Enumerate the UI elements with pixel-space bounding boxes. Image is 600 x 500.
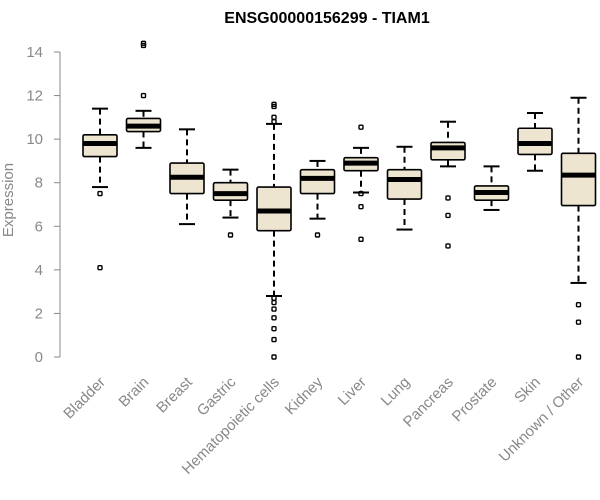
outlier-point (314, 232, 321, 238)
outlier-point (445, 243, 451, 249)
outlier-point (575, 302, 582, 308)
iqr-box (299, 168, 336, 195)
outlier-point (358, 190, 364, 197)
x-tick-label: Skin (511, 374, 544, 407)
outlier-point (271, 306, 277, 312)
box-gastric (212, 168, 249, 238)
outlier-point (97, 190, 103, 197)
y-tick-label: 4 (35, 262, 43, 279)
outlier-point (227, 232, 234, 238)
outlier-point (140, 40, 147, 46)
y-tick-label: 14 (26, 44, 43, 61)
chart-title: ENSG00000156299 - TIAM1 (224, 10, 430, 27)
outlier-point (97, 264, 103, 271)
outlier-point (271, 101, 277, 107)
outlier-point (271, 114, 277, 121)
box-skin (517, 112, 553, 172)
outlier-point (445, 212, 451, 219)
iqr-box (386, 168, 423, 200)
box-brain (125, 40, 162, 149)
outlier-point (271, 336, 277, 343)
y-tick-label: 6 (35, 218, 43, 235)
x-tick-label: Kidney (282, 373, 327, 418)
outlier-point (271, 295, 277, 301)
y-axis-label: Expression (0, 163, 17, 237)
x-tick-label: Liver (335, 374, 370, 409)
iqr-box (430, 141, 466, 161)
outlier-point (271, 325, 277, 332)
box-lung (386, 145, 423, 231)
outlier-point (358, 203, 364, 210)
box-prostate (473, 165, 510, 211)
outlier-point (358, 236, 364, 243)
y-tick-label: 12 (26, 88, 43, 105)
outlier-point (271, 315, 277, 321)
iqr-box (560, 152, 597, 207)
outlier-point (271, 354, 277, 360)
y-tick-label: 0 (35, 349, 43, 366)
y-axis: 0 2 4 6 8 10 12 14 (26, 44, 61, 366)
outlier-point (445, 195, 451, 201)
x-tick-label: Bladder (60, 374, 109, 423)
outlier-point (271, 299, 277, 306)
outlier-point (271, 119, 277, 125)
box-breast (169, 128, 205, 226)
y-tick-label: 8 (35, 175, 43, 192)
y-tick-label: 2 (35, 305, 43, 322)
x-tick-label: Prostate (449, 374, 501, 426)
x-tick-label: Lung (378, 374, 414, 410)
box-unknown-other (560, 96, 597, 360)
box-kidney (299, 159, 336, 238)
x-tick-label: Brain (116, 374, 153, 411)
outlier-point (575, 319, 582, 325)
box-hematopoietic-cells (256, 101, 292, 360)
box-bladder (82, 107, 118, 271)
box-pancreas (430, 120, 466, 249)
y-tick-label: 10 (26, 131, 43, 148)
outlier-point (140, 92, 147, 99)
x-tick-label: Breast (153, 373, 196, 416)
outlier-point (358, 124, 364, 130)
outlier-point (575, 354, 582, 360)
boxes-group (82, 40, 597, 360)
box-liver (343, 124, 379, 243)
